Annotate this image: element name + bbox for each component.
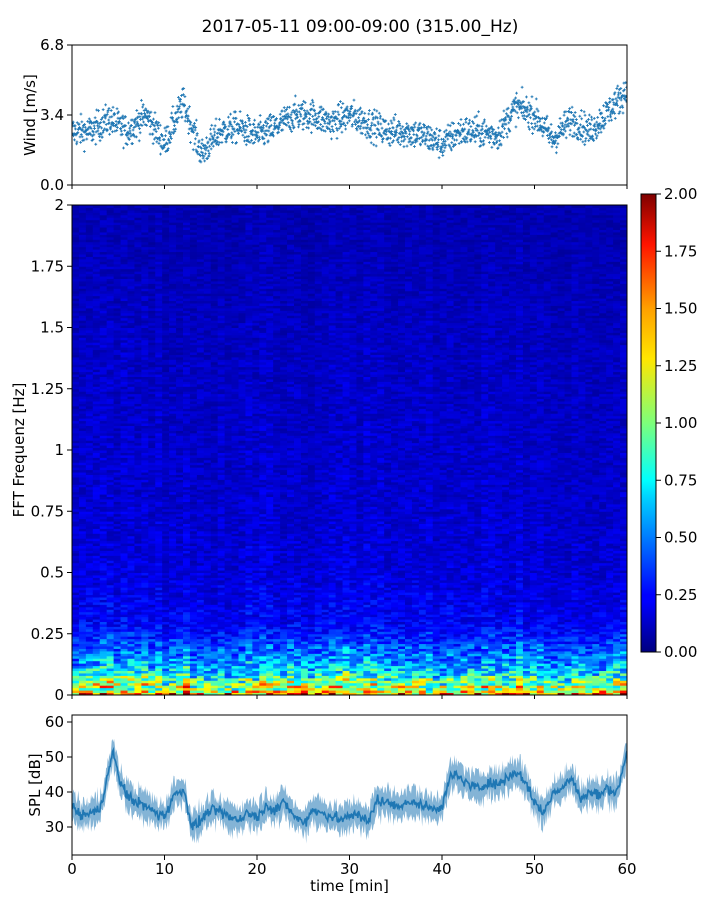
wind-y-ticks: 0.0 3.4 6.8 xyxy=(40,36,72,194)
wind-panel: 0.0 3.4 6.8 Wind [m/s] xyxy=(21,36,628,194)
wind-x-ticks xyxy=(72,185,627,189)
wind-y-tick-label: 6.8 xyxy=(40,36,64,54)
spectrogram-heatmap xyxy=(72,205,628,696)
wind-y-axis-label: Wind [m/s] xyxy=(21,74,39,156)
wind-y-tick-label: 3.4 xyxy=(40,106,64,124)
wind-y-tick-label: 0.0 xyxy=(40,176,64,194)
chart-title: 2017-05-11 09:00-09:00 (315.00_Hz) xyxy=(202,17,519,37)
wind-series xyxy=(71,81,629,163)
